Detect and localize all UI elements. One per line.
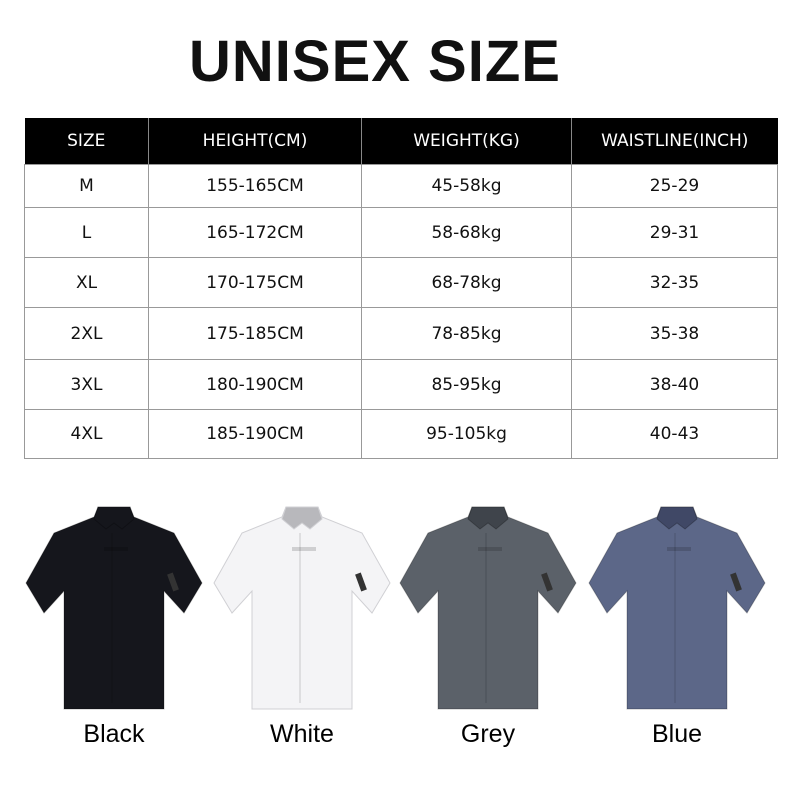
table-row: L 165-172CM 58-68kg 29-31 bbox=[24, 207, 778, 258]
column-header: HEIGHT(CM) bbox=[148, 118, 362, 165]
table-cell: 32-35 bbox=[571, 257, 778, 308]
page-title: UNISEX SIZE bbox=[189, 29, 561, 94]
table-cell: 95-105kg bbox=[361, 409, 572, 459]
shirt-image-black bbox=[24, 503, 204, 713]
table-cell: 180-190CM bbox=[148, 359, 362, 410]
table-row: 4XL 185-190CM 95-105kg 40-43 bbox=[24, 409, 778, 459]
table-header-row: SIZE HEIGHT(CM) WEIGHT(KG) WAISTLINE(INC… bbox=[24, 118, 778, 165]
column-header: WAISTLINE(INCH) bbox=[571, 118, 778, 165]
table-cell: 40-43 bbox=[571, 409, 778, 459]
column-header: WEIGHT(KG) bbox=[361, 118, 572, 165]
table-cell: 170-175CM bbox=[148, 257, 362, 308]
table-cell: 58-68kg bbox=[361, 207, 572, 258]
table-cell: 175-185CM bbox=[148, 307, 362, 360]
table-cell: 4XL bbox=[24, 409, 149, 459]
table-cell: L bbox=[24, 207, 149, 258]
table-cell: 78-85kg bbox=[361, 307, 572, 360]
table-cell: 85-95kg bbox=[361, 359, 572, 410]
table-cell: 2XL bbox=[24, 307, 149, 360]
table-cell: XL bbox=[24, 257, 149, 308]
table-cell: 155-165CM bbox=[148, 164, 362, 208]
table-cell: 25-29 bbox=[571, 164, 778, 208]
table-cell: M bbox=[24, 164, 149, 208]
table-cell: 38-40 bbox=[571, 359, 778, 410]
shirt-image-white bbox=[212, 503, 392, 713]
shirt-image-grey bbox=[398, 503, 578, 713]
column-header: SIZE bbox=[24, 118, 149, 165]
table-cell: 29-31 bbox=[571, 207, 778, 258]
size-table: SIZE HEIGHT(CM) WEIGHT(KG) WAISTLINE(INC… bbox=[24, 118, 778, 459]
table-row: M 155-165CM 45-58kg 25-29 bbox=[24, 164, 778, 208]
table-row: XL 170-175CM 68-78kg 32-35 bbox=[24, 257, 778, 308]
table-row: 3XL 180-190CM 85-95kg 38-40 bbox=[24, 359, 778, 410]
table-cell: 35-38 bbox=[571, 307, 778, 360]
table-row: 2XL 175-185CM 78-85kg 35-38 bbox=[24, 307, 778, 360]
color-label: Blue bbox=[651, 720, 703, 748]
table-cell: 185-190CM bbox=[148, 409, 362, 459]
table-cell: 45-58kg bbox=[361, 164, 572, 208]
color-label: Grey bbox=[460, 720, 516, 748]
table-cell: 3XL bbox=[24, 359, 149, 410]
color-label: White bbox=[270, 720, 334, 748]
color-label: Black bbox=[83, 720, 145, 748]
table-cell: 165-172CM bbox=[148, 207, 362, 258]
table-cell: 68-78kg bbox=[361, 257, 572, 308]
shirt-image-blue bbox=[587, 503, 767, 713]
